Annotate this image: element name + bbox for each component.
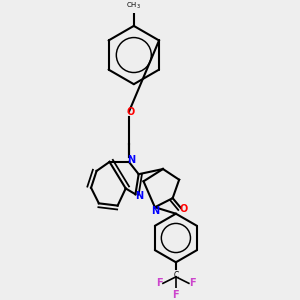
Text: F: F [156, 278, 163, 288]
Text: F: F [172, 290, 179, 300]
Text: O: O [126, 107, 135, 117]
Text: CH$_3$: CH$_3$ [126, 1, 141, 11]
Text: C: C [173, 271, 178, 280]
Text: F: F [189, 278, 195, 288]
Text: N: N [128, 155, 136, 165]
Text: N: N [152, 206, 160, 216]
Text: N: N [135, 191, 143, 201]
Text: O: O [179, 203, 188, 214]
